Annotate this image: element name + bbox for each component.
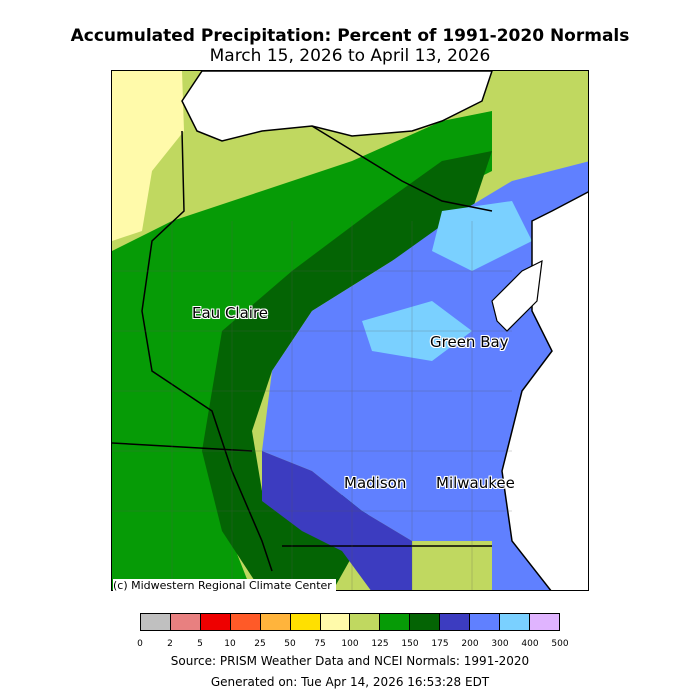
map-title: Accumulated Precipitation: Percent of 19…	[70, 26, 630, 46]
legend-swatch	[260, 614, 291, 630]
legend-swatch	[470, 614, 501, 630]
legend-swatch	[410, 614, 441, 630]
legend-tick-label: 125	[371, 639, 389, 649]
map-subtitle: March 15, 2026 to April 13, 2026	[209, 46, 491, 66]
city-label-madison: Madison	[344, 474, 407, 492]
legend-tick-label: 175	[431, 639, 449, 649]
legend-tick-label: 300	[491, 639, 509, 649]
lake-michigan	[501, 191, 588, 590]
dry-region-west	[112, 71, 184, 241]
legend-tick-label: 2	[167, 639, 173, 649]
state-boundary-mi-wi	[311, 125, 493, 212]
legend-tick-label: 100	[341, 639, 359, 649]
legend-tick-label: 75	[314, 639, 326, 649]
city-label-eau-claire: Eau Claire	[192, 304, 269, 322]
transition-region	[262, 451, 412, 590]
legend-swatch	[529, 614, 559, 630]
legend-tick-label: 0	[137, 639, 143, 649]
legend-swatch	[500, 614, 530, 630]
precipitation-map: Eau Claire Green Bay Madison Milwaukee	[111, 70, 589, 591]
extreme-wet-region-north	[432, 201, 532, 271]
state-boundary-ia-wi	[112, 442, 253, 452]
legend-tick-label: 25	[254, 639, 266, 649]
county-lines	[112, 221, 512, 590]
legend-tick-label: 500	[551, 639, 569, 649]
city-label-green-bay: Green Bay	[430, 333, 509, 351]
legend-tick-label: 400	[521, 639, 539, 649]
state-boundary-mn-wi	[141, 130, 273, 572]
lake-superior	[181, 71, 493, 142]
legend-swatch	[350, 614, 381, 630]
legend-tick-label: 50	[284, 639, 296, 649]
legend-tick-label: 10	[224, 639, 236, 649]
legend-colorbar	[140, 613, 560, 631]
legend-swatch	[141, 614, 171, 630]
legend-swatch	[380, 614, 411, 630]
legend-swatch	[200, 614, 231, 630]
legend-tick-label: 5	[197, 639, 203, 649]
city-label-milwaukee: Milwaukee	[436, 474, 515, 492]
legend-swatch	[170, 614, 201, 630]
legend-tick-label: 200	[461, 639, 479, 649]
map-canvas	[112, 71, 588, 590]
generated-text: Generated on: Tue Apr 14, 2026 16:53:28 …	[210, 675, 490, 689]
source-text: Source: PRISM Weather Data and NCEI Norm…	[170, 654, 530, 668]
legend-swatch	[320, 614, 351, 630]
legend-swatch	[290, 614, 321, 630]
legend-ticks: 0 2 5 10 25 50 75 100 125 150 175 200 300 400 500	[137, 639, 568, 651]
legend-swatch	[440, 614, 471, 630]
credit-text: (c) Midwestern Regional Climate Center	[113, 579, 336, 592]
green-bay-inlet	[491, 259, 543, 332]
legend-swatch	[230, 614, 261, 630]
legend-tick-label: 150	[401, 639, 419, 649]
